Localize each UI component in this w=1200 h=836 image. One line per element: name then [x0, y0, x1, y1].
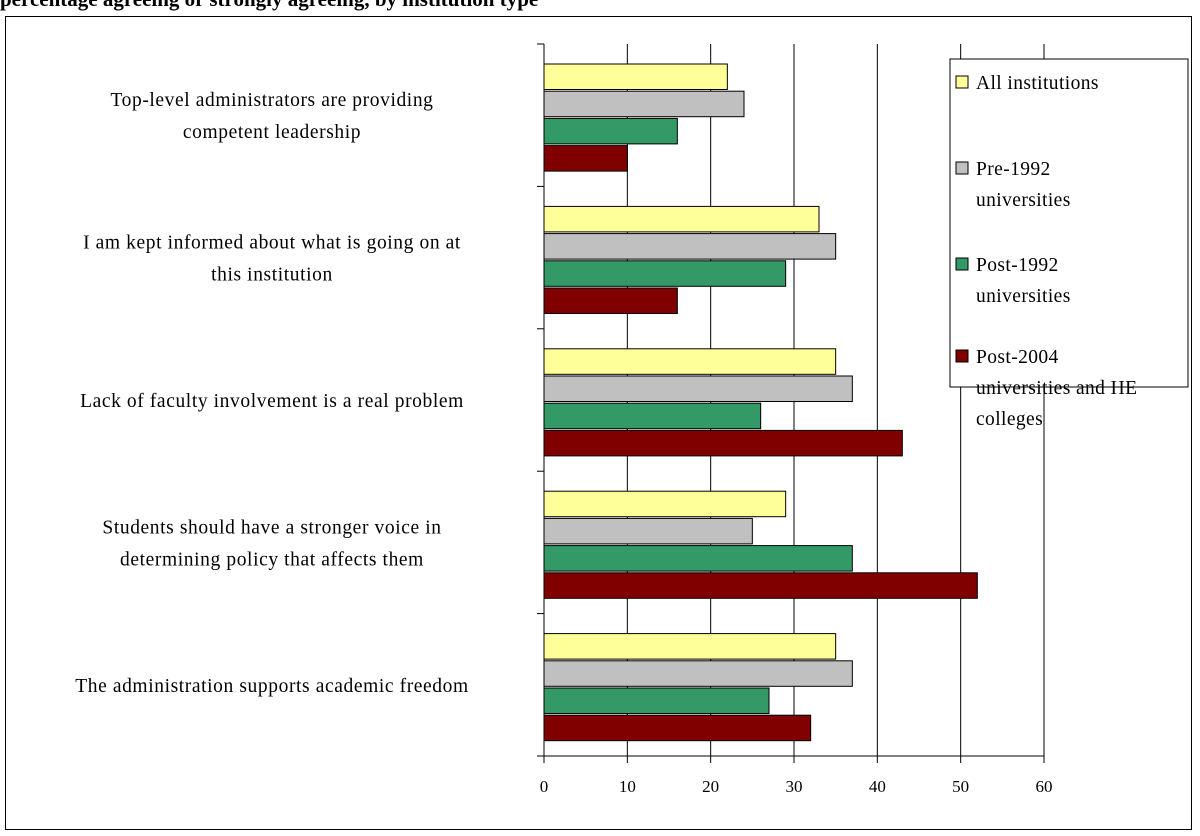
- x-tick-label: 20: [702, 777, 719, 796]
- legend-label: Pre-1992 universities: [976, 159, 1071, 211]
- x-tick-label: 0: [540, 777, 549, 796]
- category-label: I am kept informed about what is going o…: [83, 233, 461, 286]
- category-label: Top-level administrators are providing co…: [110, 90, 433, 143]
- legend-label: All institutions: [976, 73, 1099, 94]
- bar: [543, 402, 762, 430]
- bar: [543, 714, 812, 742]
- x-tick-label: 50: [952, 777, 969, 796]
- category-label: Lack of faculty involvement is a real pr…: [80, 391, 464, 412]
- bar: [543, 233, 837, 260]
- bar: [543, 545, 853, 572]
- bar: [543, 260, 787, 287]
- x-tick-label: 40: [869, 777, 886, 796]
- bar: [543, 205, 820, 233]
- bar: [543, 517, 753, 545]
- bar: [543, 90, 745, 118]
- x-tick-label: 10: [619, 777, 636, 796]
- legend-box: [949, 58, 1189, 388]
- legend-swatch: [955, 161, 969, 175]
- bar: [543, 145, 628, 172]
- bar: [543, 429, 903, 457]
- bar: [543, 660, 853, 687]
- bar: [543, 687, 770, 714]
- bar: [543, 117, 678, 145]
- x-tick-label: 30: [786, 777, 803, 796]
- category-label: The administration supports academic fre…: [75, 676, 469, 697]
- legend-swatch: [955, 349, 969, 363]
- bar: [543, 63, 728, 90]
- legend-label: Post-2004 universities and HE colleges: [976, 347, 1137, 430]
- chart-title: percentage agreeing or strongly agreeing…: [0, 0, 1200, 11]
- chart-frame: [5, 16, 1192, 830]
- category-label: Students should have a stronger voice in…: [102, 517, 441, 570]
- bar: [543, 348, 837, 375]
- bar: [543, 375, 853, 402]
- bar: [543, 633, 837, 660]
- legend-swatch: [955, 257, 969, 271]
- bar: [543, 287, 678, 314]
- bar: [543, 490, 787, 518]
- legend-label: Post-1992 universities: [976, 255, 1071, 307]
- legend-swatch: [955, 75, 969, 89]
- bar: [543, 572, 978, 599]
- x-tick-label: 60: [1036, 777, 1053, 796]
